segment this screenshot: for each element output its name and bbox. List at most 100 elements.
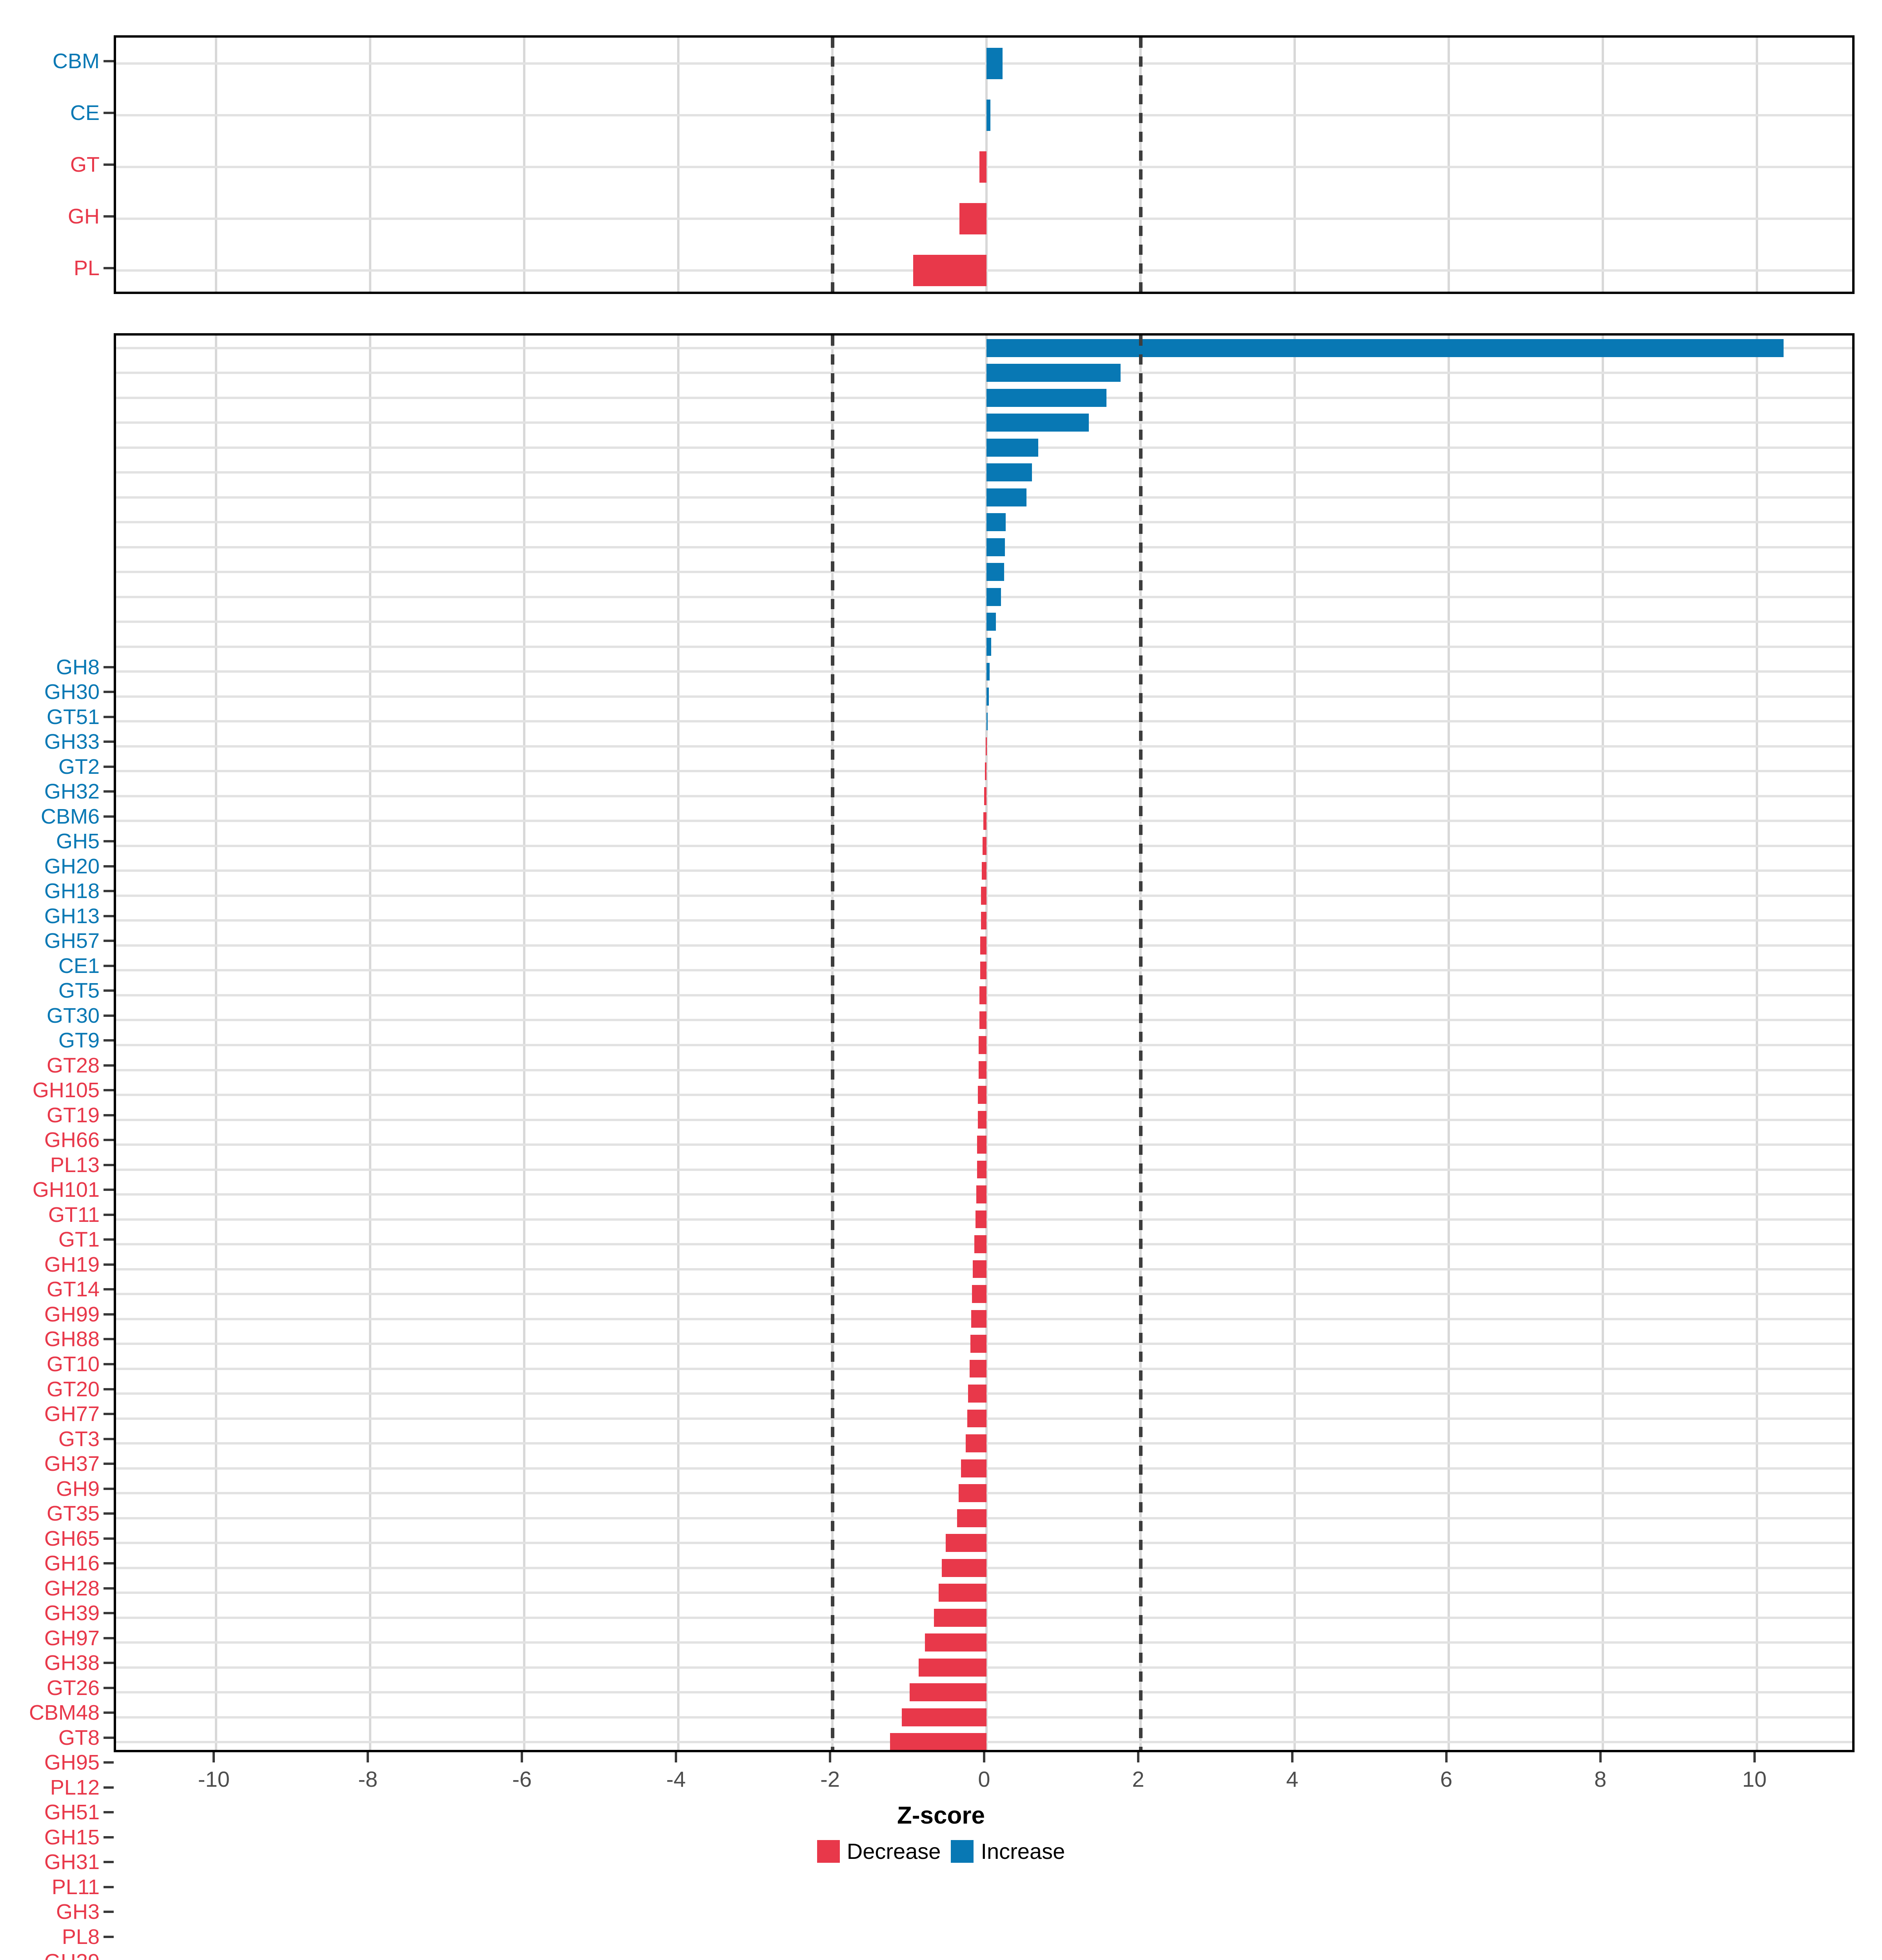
y-axis-tick [104,740,114,743]
x-axis-tick [983,1752,985,1762]
y-axis-tick [104,163,114,166]
x-axis-tick-label: -6 [512,1767,532,1791]
bar-GH33 [986,414,1089,432]
legend-label-decrease: Decrease [847,1839,941,1864]
y-axis-label-GH51: GH51 [44,1800,100,1824]
y-axis-label-GT8: GT8 [58,1726,100,1749]
y-axis-tick [104,1014,114,1017]
x-axis-tick [675,1752,678,1762]
y-axis-label-GH9: GH9 [56,1477,100,1501]
y-axis-tick [104,1836,114,1838]
y-axis-label-GT14: GT14 [46,1278,100,1301]
horizontal-gridline [116,421,1852,424]
y-axis-tick [104,865,114,867]
horizontal-gridline [116,347,1852,349]
x-axis-tick [1137,1752,1139,1762]
y-axis-tick [104,215,114,218]
x-axis: -10 -8 -6 -4 -2 0 2 4 6 8 10 [0,1752,1882,1807]
legend-label-increase: Increase [981,1839,1065,1864]
y-axis-label-GH97: GH97 [44,1626,100,1650]
legend-item-decrease: Decrease [817,1838,941,1864]
x-axis-tick-label: 8 [1594,1767,1607,1791]
y-axis-tick [104,1213,114,1216]
y-axis-tick [104,1463,114,1465]
y-axis-tick [104,1139,114,1142]
legend-swatch-decrease [817,1840,840,1863]
legend-item-increase: Increase [951,1838,1065,1864]
y-axis-label-GH3: GH3 [56,1900,100,1924]
y-axis-label-GH99: GH99 [44,1302,100,1326]
x-axis-tick-label: 2 [1132,1767,1144,1791]
y-axis-tick [104,1338,114,1341]
vertical-gridline [1755,38,1758,292]
y-axis-label-GT26: GT26 [46,1676,100,1700]
x-axis-tick-label: -10 [198,1767,230,1791]
y-axis-tick [104,60,114,62]
bar-GH [959,203,986,234]
family-level-gridlines [116,336,1852,1750]
class-level-gridlines [116,38,1852,292]
y-axis-tick [104,1512,114,1515]
y-axis-tick [104,1114,114,1116]
vertical-gridline [677,336,680,1750]
y-axis-tick [104,1911,114,1913]
y-axis-tick [104,1189,114,1191]
horizontal-gridline [116,621,1852,623]
y-axis-tick [104,964,114,967]
bar-GT30 [986,688,989,706]
bar-CBM6 [986,488,1027,506]
y-axis-tick [104,666,114,668]
reference-line-2 [1139,38,1143,292]
y-axis-label-GT2: GT2 [58,755,100,779]
bar-GH5 [986,513,1006,532]
bar-PL8 [934,1608,986,1627]
vertical-gridline [985,336,988,1750]
bar-GH9 [977,1160,986,1179]
horizontal-gridline [116,471,1852,474]
horizontal-gridline [116,695,1852,698]
bar-GH95 [965,1434,986,1452]
bar-GH130 [890,1733,986,1750]
y-axis-tick [104,112,114,114]
bar-GH29 [925,1633,986,1652]
y-axis-label-CBM48: CBM48 [29,1701,100,1725]
y-axis-tick [104,1388,114,1390]
y-axis-label-GH5: GH5 [56,829,100,853]
y-axis-label-PL13: PL13 [50,1153,100,1177]
y-axis-tick [104,1413,114,1416]
y-axis-label-GH33: GH33 [44,730,100,754]
y-axis-label-GT51: GT51 [46,705,100,729]
bar-GH30 [986,364,1121,382]
y-axis-tick [104,1662,114,1664]
bar-CE [986,100,990,131]
bar-GH39 [972,1285,986,1303]
y-axis-label-GH15: GH15 [44,1825,100,1849]
y-axis-label-GT9: GT9 [58,1029,100,1053]
bar-GT20 [979,1061,986,1079]
bar-GH43 [909,1683,986,1702]
y-axis-label-GH101: GH101 [32,1178,100,1202]
y-axis-tick [104,1437,114,1440]
reference-line--2 [831,336,835,1750]
y-axis-label-GH66: GH66 [44,1128,100,1152]
y-axis-label-GH29: GH29 [0,1951,100,1960]
y-axis-label-GT28: GT28 [46,1053,100,1077]
bar-GH19 [980,936,986,955]
y-axis-label-GT11: GT11 [48,1203,100,1227]
y-axis-label-GT1: GT1 [58,1228,100,1252]
y-axis-label-GH18: GH18 [44,879,100,903]
bar-GH13 [986,588,1001,606]
class-level-panel: CBM CE GT GH PL [0,0,1882,310]
y-axis-label-GT10: GT10 [46,1352,100,1376]
bar-GT19 [984,787,986,805]
bar-GT14 [980,961,986,980]
y-axis-label-GH32: GH32 [44,780,100,804]
y-axis-label-GH95: GH95 [44,1751,100,1775]
vertical-gridline [369,336,372,1750]
x-axis-tick [1599,1752,1602,1762]
y-axis-tick [104,890,114,893]
bar-GT10 [979,1036,986,1054]
x-axis-tick [1445,1752,1448,1762]
y-axis-tick [104,1163,114,1166]
y-axis-tick [104,1288,114,1291]
